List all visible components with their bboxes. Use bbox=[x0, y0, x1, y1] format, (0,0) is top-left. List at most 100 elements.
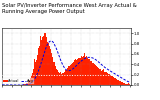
Bar bbox=[66, 70, 67, 85]
Bar bbox=[126, 84, 127, 85]
Bar bbox=[74, 60, 75, 85]
Bar bbox=[51, 53, 52, 85]
Bar bbox=[35, 62, 36, 85]
Bar bbox=[82, 57, 83, 85]
Bar bbox=[29, 79, 30, 85]
Bar bbox=[40, 36, 41, 85]
Bar bbox=[59, 73, 60, 85]
Text: Solar PV/Inverter Performance West Array Actual & Running Average Power Output: Solar PV/Inverter Performance West Array… bbox=[2, 3, 136, 14]
Bar bbox=[30, 78, 31, 85]
Bar bbox=[44, 33, 45, 85]
Bar bbox=[102, 70, 103, 85]
Bar bbox=[112, 76, 113, 85]
Bar bbox=[36, 60, 37, 85]
Bar bbox=[109, 74, 110, 85]
Bar bbox=[123, 83, 124, 85]
Bar bbox=[124, 83, 125, 85]
Bar bbox=[68, 66, 69, 85]
Bar bbox=[125, 84, 126, 85]
Bar bbox=[97, 68, 98, 85]
Bar bbox=[56, 70, 57, 85]
Bar bbox=[57, 70, 58, 85]
Bar bbox=[45, 33, 46, 85]
Bar bbox=[84, 53, 85, 85]
Bar bbox=[33, 70, 34, 85]
Bar bbox=[119, 81, 120, 85]
Bar bbox=[39, 46, 40, 85]
Bar bbox=[88, 58, 89, 85]
Bar bbox=[107, 72, 108, 85]
Bar bbox=[91, 61, 92, 85]
Bar bbox=[26, 83, 27, 85]
Bar bbox=[127, 84, 128, 85]
Bar bbox=[108, 74, 109, 85]
Bar bbox=[92, 63, 93, 85]
Bar bbox=[110, 75, 111, 85]
Bar bbox=[121, 82, 122, 85]
Bar bbox=[120, 81, 121, 85]
Bar bbox=[103, 69, 104, 85]
Bar bbox=[95, 65, 96, 85]
Bar bbox=[87, 58, 88, 85]
Bar bbox=[69, 66, 70, 85]
Bar bbox=[27, 83, 28, 85]
Bar bbox=[42, 37, 43, 85]
Bar bbox=[100, 69, 101, 85]
Bar bbox=[53, 62, 54, 85]
Bar bbox=[48, 43, 49, 85]
Bar bbox=[116, 79, 117, 85]
Bar bbox=[36, 52, 37, 85]
Bar bbox=[25, 84, 26, 85]
Bar bbox=[97, 67, 98, 85]
Bar bbox=[111, 76, 112, 85]
Bar bbox=[49, 46, 50, 85]
Bar bbox=[104, 72, 105, 85]
Bar bbox=[52, 57, 53, 85]
Bar bbox=[62, 72, 63, 85]
Bar bbox=[58, 72, 59, 85]
Bar bbox=[64, 72, 65, 85]
Bar bbox=[117, 80, 118, 85]
Bar bbox=[23, 84, 24, 85]
Bar bbox=[75, 59, 76, 85]
Bar bbox=[32, 73, 33, 85]
Bar bbox=[94, 64, 95, 85]
Bar bbox=[31, 76, 32, 85]
Bar bbox=[101, 70, 102, 85]
Bar bbox=[63, 73, 64, 85]
Bar bbox=[38, 52, 39, 85]
Bar bbox=[113, 77, 114, 85]
Bar bbox=[114, 78, 115, 85]
Bar bbox=[34, 59, 35, 85]
Bar bbox=[67, 68, 68, 85]
Bar bbox=[54, 62, 55, 85]
Bar bbox=[86, 56, 87, 85]
Bar bbox=[41, 40, 42, 85]
Bar bbox=[96, 66, 97, 85]
Bar bbox=[70, 65, 71, 85]
Bar bbox=[80, 58, 81, 85]
Bar bbox=[55, 66, 56, 85]
Bar bbox=[61, 74, 62, 85]
Bar bbox=[73, 62, 74, 85]
Bar bbox=[71, 64, 72, 85]
Bar bbox=[93, 63, 94, 85]
Bar bbox=[115, 78, 116, 85]
Bar bbox=[79, 58, 80, 85]
Bar bbox=[43, 36, 44, 85]
Bar bbox=[99, 68, 100, 85]
Bar bbox=[118, 80, 119, 85]
Bar bbox=[129, 84, 130, 85]
Bar bbox=[83, 56, 84, 85]
Bar bbox=[24, 84, 25, 85]
Bar bbox=[106, 72, 107, 85]
Bar bbox=[47, 37, 48, 85]
Bar bbox=[60, 72, 61, 85]
Bar bbox=[89, 59, 90, 85]
Bar bbox=[81, 56, 82, 85]
Bar bbox=[31, 77, 32, 85]
Bar bbox=[77, 59, 78, 85]
Bar bbox=[76, 60, 77, 85]
Bar bbox=[128, 83, 129, 85]
Bar bbox=[122, 82, 123, 85]
